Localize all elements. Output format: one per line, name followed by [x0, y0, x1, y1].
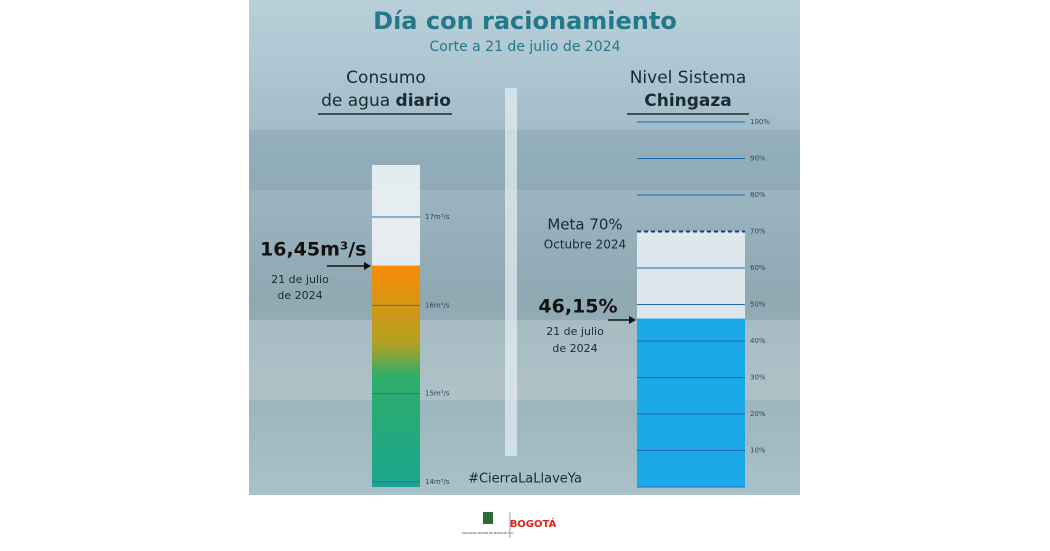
gauge-title: de agua diario	[321, 91, 451, 111]
logo-text: BOGOTÁ	[510, 517, 557, 530]
tick-label: 100%	[750, 118, 770, 126]
subtitle: Corte a 21 de julio de 2024	[429, 39, 620, 55]
level-fill	[637, 318, 745, 487]
tick-label: 80%	[750, 191, 766, 199]
divider	[505, 88, 517, 456]
tick-label: 40%	[750, 337, 766, 345]
tick-label: 15m³/s	[425, 390, 450, 398]
date-label: 21 de julio	[546, 325, 604, 338]
goal-label: Meta 70%	[547, 216, 622, 234]
tick-label: 90%	[750, 155, 766, 163]
title-part: diario	[396, 91, 451, 111]
logo-text: ALCALDÍA MAYOR DE BOGOTÁ D.C.	[462, 530, 514, 535]
date-label: de 2024	[277, 289, 322, 302]
tick-label: 16m³/s	[425, 301, 450, 309]
tick-label: 30%	[750, 374, 766, 382]
gauge-title: Nivel Sistema	[630, 68, 747, 88]
tick-label: 70%	[750, 228, 766, 236]
logo-shield	[483, 512, 493, 524]
value-label: 16,45m³/s	[260, 239, 366, 261]
level-fill	[372, 265, 420, 487]
arrow-head	[364, 262, 371, 270]
tick-label: 60%	[750, 264, 766, 272]
arrow-head	[629, 316, 636, 324]
title: Día con racionamiento	[373, 7, 677, 35]
date-label: 21 de julio	[271, 273, 329, 286]
tick-label: 17m³/s	[425, 213, 450, 221]
goal-date: Octubre 2024	[544, 238, 626, 252]
tick-label: 10%	[750, 447, 766, 455]
hashtag: #CierraLaLlaveYa	[468, 472, 582, 487]
background-shore	[249, 130, 800, 190]
tick-label: 14m³/s	[425, 478, 450, 486]
gauge-title: Chingaza	[644, 91, 732, 111]
title-part: de agua	[321, 91, 395, 111]
tick-label: 50%	[750, 301, 766, 309]
gauge-title: Consumo	[346, 68, 426, 88]
date-label: de 2024	[552, 342, 597, 355]
value-label: 46,15%	[538, 296, 617, 318]
tick-label: 20%	[750, 410, 766, 418]
